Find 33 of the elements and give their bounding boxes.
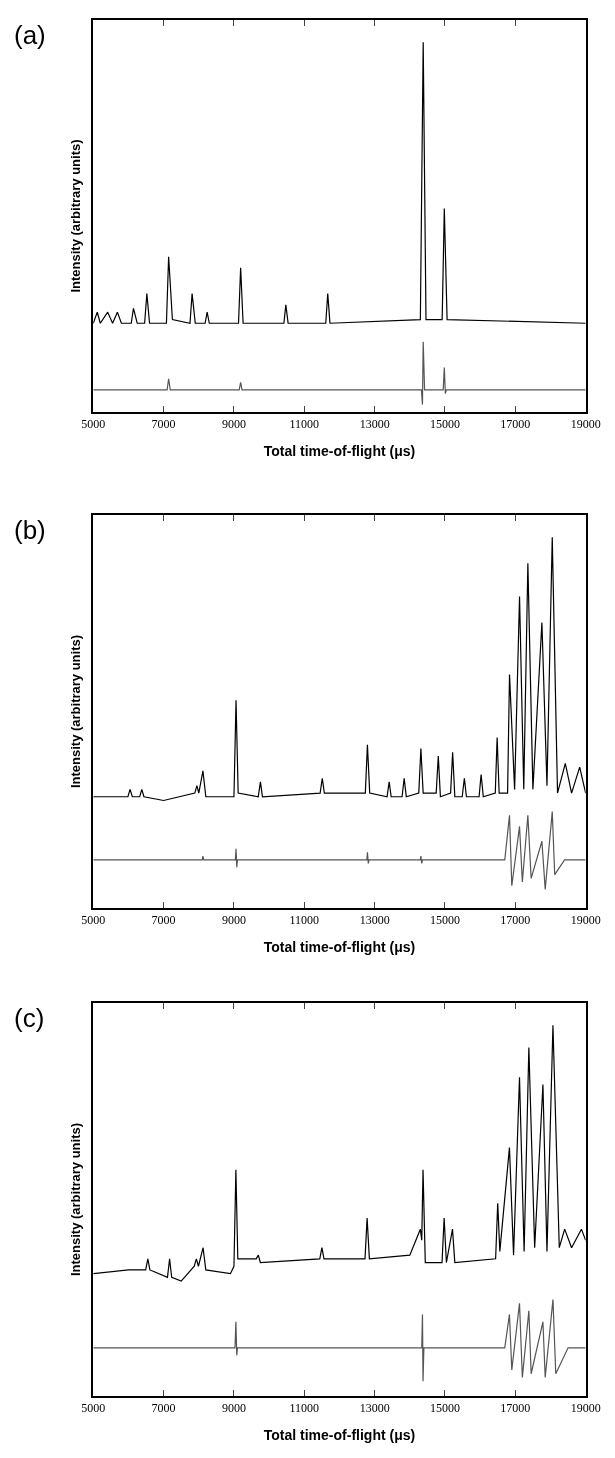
x-tick-label: 11000	[289, 913, 320, 928]
x-tick-label: 17000	[500, 417, 531, 432]
x-tick-label: 13000	[359, 1401, 390, 1416]
x-tick-label: 19000	[570, 1401, 601, 1416]
x-tick-label: 15000	[429, 1401, 460, 1416]
x-axis-title: Total time-of-flight (μs)	[263, 938, 416, 955]
x-tick-label: 13000	[359, 417, 390, 432]
x-tick-label: 19000	[570, 913, 601, 928]
y-axis-title: Intensity (arbitrary units)	[67, 1122, 83, 1277]
x-tick-label: 11000	[289, 1401, 320, 1416]
x-tick-label: 5000	[81, 913, 106, 928]
y-axis-title: Intensity (arbitrary units)	[67, 634, 83, 789]
x-tick-label: 11000	[289, 417, 320, 432]
x-tick-label: 15000	[429, 913, 460, 928]
chart-title: (a)	[14, 20, 46, 50]
x-tick-label: 7000	[151, 1401, 176, 1416]
x-axis-title: Total time-of-flight (μs)	[263, 442, 416, 459]
x-tick-label: 9000	[221, 913, 246, 928]
chart-title: (b)	[14, 515, 46, 545]
x-tick-label: 7000	[151, 417, 176, 432]
x-tick-label: 19000	[570, 417, 601, 432]
x-tick-label: 5000	[81, 417, 106, 432]
y-axis-title: Intensity (arbitrary units)	[67, 139, 83, 293]
x-tick-label: 9000	[221, 1401, 246, 1416]
x-tick-label: 5000	[81, 1401, 106, 1416]
x-tick-label: 13000	[359, 913, 390, 928]
x-tick-label: 9000	[221, 417, 246, 432]
x-tick-label: 15000	[429, 417, 460, 432]
x-tick-label: 17000	[500, 1401, 531, 1416]
chart-title: (c)	[14, 1003, 45, 1033]
x-axis-title: Total time-of-flight (μs)	[263, 1426, 416, 1443]
x-tick-label: 17000	[500, 913, 531, 928]
x-tick-label: 7000	[151, 913, 176, 928]
